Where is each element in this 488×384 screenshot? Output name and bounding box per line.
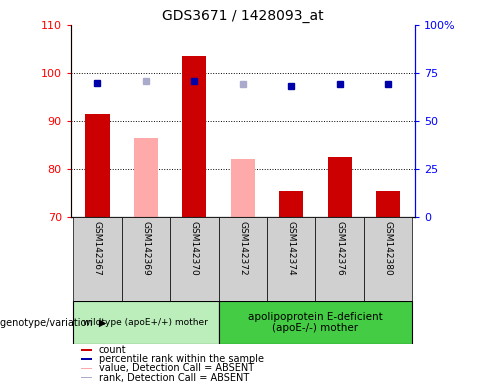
Bar bbox=[81, 358, 92, 360]
Bar bbox=[376, 190, 400, 217]
Bar bbox=[122, 217, 170, 301]
Bar bbox=[327, 157, 352, 217]
Text: GSM142369: GSM142369 bbox=[142, 221, 150, 276]
Text: percentile rank within the sample: percentile rank within the sample bbox=[99, 354, 264, 364]
Bar bbox=[81, 367, 92, 369]
Text: genotype/variation  ▶: genotype/variation ▶ bbox=[0, 318, 107, 328]
Bar bbox=[73, 301, 219, 344]
Text: GSM142376: GSM142376 bbox=[335, 221, 344, 276]
Bar bbox=[219, 217, 267, 301]
Text: wildtype (apoE+/+) mother: wildtype (apoE+/+) mother bbox=[83, 318, 208, 327]
Bar bbox=[364, 217, 412, 301]
Text: apolipoprotein E-deficient
(apoE-/-) mother: apolipoprotein E-deficient (apoE-/-) mot… bbox=[248, 312, 383, 333]
Bar bbox=[81, 377, 92, 378]
Text: rank, Detection Call = ABSENT: rank, Detection Call = ABSENT bbox=[99, 372, 249, 382]
Bar bbox=[85, 114, 109, 217]
Bar bbox=[267, 217, 315, 301]
Bar bbox=[315, 217, 364, 301]
Bar bbox=[231, 159, 255, 217]
Text: GSM142372: GSM142372 bbox=[238, 221, 247, 276]
Bar bbox=[279, 190, 304, 217]
Bar bbox=[81, 349, 92, 351]
Text: GSM142367: GSM142367 bbox=[93, 221, 102, 276]
Bar bbox=[219, 301, 412, 344]
Text: count: count bbox=[99, 345, 126, 355]
Bar bbox=[134, 138, 158, 217]
Bar bbox=[182, 56, 206, 217]
Text: value, Detection Call = ABSENT: value, Detection Call = ABSENT bbox=[99, 363, 254, 373]
Title: GDS3671 / 1428093_at: GDS3671 / 1428093_at bbox=[162, 8, 324, 23]
Text: GSM142374: GSM142374 bbox=[287, 221, 296, 276]
Text: GSM142370: GSM142370 bbox=[190, 221, 199, 276]
Bar bbox=[170, 217, 219, 301]
Text: GSM142380: GSM142380 bbox=[384, 221, 393, 276]
Bar bbox=[73, 217, 122, 301]
